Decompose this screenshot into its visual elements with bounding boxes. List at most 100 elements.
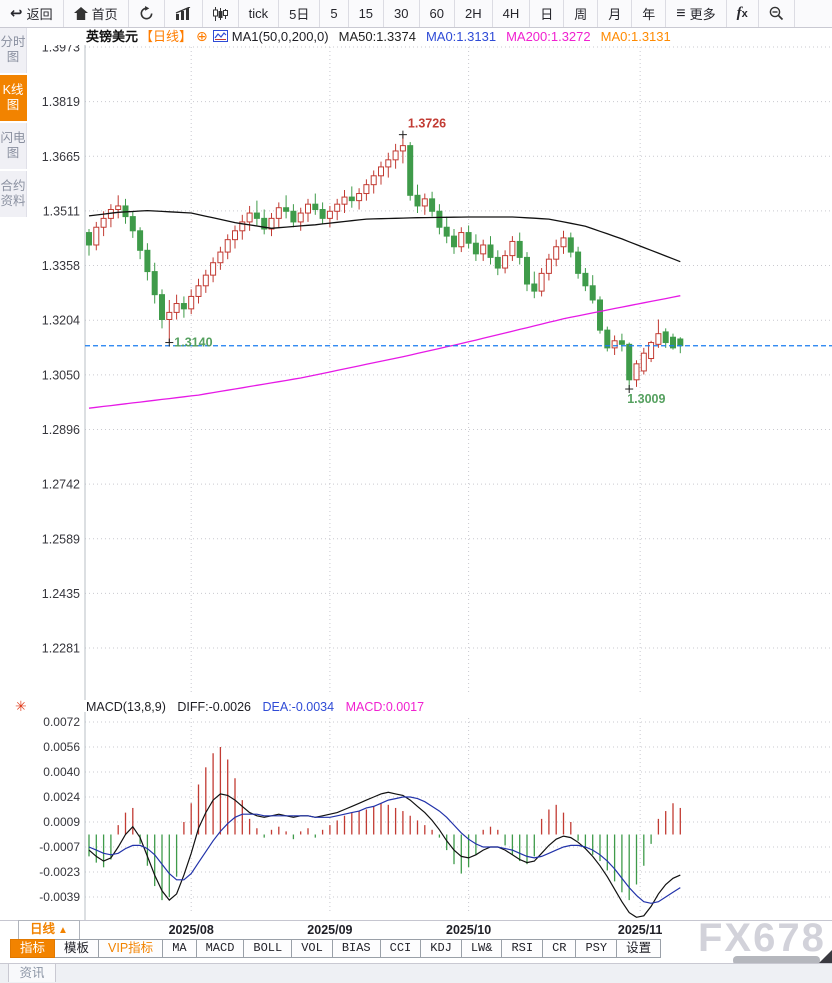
price-axis-label: 1.2281: [42, 642, 80, 656]
price-axis-label: 1.3204: [42, 314, 80, 328]
toolbar-60m-label: 60: [429, 6, 444, 21]
toolbar-5m-button[interactable]: 5: [320, 0, 349, 27]
candle-body: [268, 217, 275, 230]
toolbar-home-button[interactable]: 首页: [64, 0, 129, 27]
candle-body: [195, 285, 202, 297]
ma-value: MA0:1.3131: [600, 29, 671, 44]
candle-body: [217, 251, 224, 264]
candle-body: [429, 198, 436, 212]
toolbar-30m-button[interactable]: 30: [384, 0, 420, 27]
news-tab[interactable]: 资讯: [8, 964, 56, 982]
candle-body: [458, 232, 465, 248]
toolbar-weekly-button[interactable]: 周: [564, 0, 599, 27]
indicator-tabbar: 指标 模板 VIP指标 MA MACD BOLL VOL BIAS CCI KDJ LW& RSI CR…: [10, 939, 662, 958]
indicator-tab-MA[interactable]: MA: [163, 939, 197, 958]
toolbar-4h-button[interactable]: 4H: [493, 0, 531, 27]
candle-body: [655, 333, 662, 345]
toolbar-back-label: 返回: [26, 7, 53, 22]
candle-body: [509, 240, 516, 257]
timeframe-selector[interactable]: 日线 ▲: [18, 920, 80, 940]
toolbar-yearly-button[interactable]: 年: [632, 0, 667, 27]
candle-body: [662, 331, 669, 344]
toolbar-15m-button[interactable]: 15: [349, 0, 385, 27]
candle-body: [115, 205, 122, 211]
toolbar-zoom-out-button[interactable]: [759, 0, 795, 27]
toolbar-monthly-label: 月: [608, 7, 622, 22]
indicator-tab-VIP指标[interactable]: VIP指标: [99, 939, 164, 958]
indicator-tab-VOL[interactable]: VOL: [292, 939, 333, 958]
candle-body: [363, 184, 370, 195]
candle-body: [275, 207, 282, 219]
candle-body: [436, 210, 443, 228]
sidebar-tab-分时图[interactable]: 分时图: [0, 27, 27, 73]
macd-chart[interactable]: 0.0072 0.0056 0.0040 0.0024 0.0009 -0.0007 -0.…: [27, 712, 832, 920]
candle-body: [604, 329, 611, 349]
candle-body: [261, 217, 268, 230]
candle-body: [239, 221, 246, 232]
price-chart[interactable]: 1.3973 1.3819 1.3665 1.3511 1.3358 1.3204 1.30…: [27, 45, 832, 700]
indicator-tab-BIAS[interactable]: BIAS: [332, 939, 381, 958]
toolbar-back-button[interactable]: ↩ 返回: [0, 0, 64, 27]
toolbar-5d-button[interactable]: 5日: [279, 0, 321, 27]
sidebar-tab-合约资料[interactable]: 合约资料: [0, 171, 27, 217]
indicator-tab-LW&[interactable]: LW&: [461, 939, 503, 958]
candle-body: [494, 256, 501, 269]
toolbar-2h-button[interactable]: 2H: [455, 0, 493, 27]
candle-body: [553, 246, 560, 260]
price-axis-label: 1.3050: [42, 368, 80, 382]
candle-body: [531, 283, 538, 292]
indicator-tab-模板[interactable]: 模板: [55, 939, 100, 958]
indicator-tab-设置[interactable]: 设置: [617, 939, 662, 958]
news-tab-label: 资讯: [19, 966, 45, 980]
candle-body: [129, 216, 136, 232]
scroll-right-arrow[interactable]: [818, 950, 832, 964]
candle-body: [545, 258, 552, 274]
period-label: 【日线】: [140, 29, 193, 44]
candle-body: [524, 256, 530, 285]
toolbar-monthly-button[interactable]: 月: [598, 0, 633, 27]
candle-body: [370, 175, 377, 186]
macd-axis-label: 0.0072: [43, 715, 80, 729]
sidebar-tab-K线图[interactable]: K线图: [0, 75, 27, 121]
indicator-tab-RSI[interactable]: RSI: [502, 939, 544, 958]
toolbar-60m-button[interactable]: 60: [420, 0, 455, 27]
candle-body: [334, 203, 341, 212]
macd-axis-label: 0.0056: [43, 740, 80, 754]
indicator-tab-PSY[interactable]: PSY: [576, 939, 618, 958]
candle-body: [319, 209, 326, 219]
toolbar-daily-label: 日: [540, 7, 554, 22]
indicator-settings-icon[interactable]: ✳: [15, 698, 27, 714]
x-axis-label: 2025/08: [168, 923, 214, 937]
ma-settings-label: MA1(50,0,200,0): [231, 29, 329, 44]
toolbar-tick-button[interactable]: tick: [239, 0, 280, 27]
candle-body: [100, 217, 107, 228]
toolbar-chart-type-candle-button[interactable]: [203, 0, 239, 27]
indicator-tab-CCI[interactable]: CCI: [380, 939, 422, 958]
candle-body: [451, 235, 457, 248]
candle-body: [538, 272, 545, 292]
indicator-tab-KDJ[interactable]: KDJ: [421, 939, 462, 958]
indicator-tab-MACD[interactable]: MACD: [196, 939, 245, 958]
price-axis-label: 1.3358: [42, 259, 80, 273]
horizontal-scrollbar[interactable]: [733, 956, 820, 965]
candle-body: [618, 340, 625, 345]
indicator-tab-CR[interactable]: CR: [543, 939, 577, 958]
toolbar-more-button[interactable]: ≡ 更多: [666, 0, 727, 27]
candle-body: [232, 230, 238, 241]
candle-body: [341, 196, 348, 205]
candle-body: [472, 242, 479, 255]
toolbar-fx-button[interactable]: fx: [727, 0, 759, 27]
toolbar-chart-type-line-button[interactable]: [165, 0, 203, 27]
macd-axis-label: 0.0024: [43, 790, 80, 804]
candle-body: [465, 232, 472, 244]
candle-body: [86, 232, 92, 246]
add-indicator-icon[interactable]: ⊕: [196, 28, 208, 44]
macd-macd-value: MACD:0.0017: [345, 700, 425, 714]
indicator-tab-指标[interactable]: 指标: [10, 939, 56, 958]
sidebar-tab-闪电图[interactable]: 闪电图: [0, 123, 27, 169]
indicator-tab-BOLL[interactable]: BOLL: [244, 939, 293, 958]
toolbar-home-label: 首页: [91, 7, 118, 22]
toolbar-refresh-button[interactable]: [129, 0, 165, 27]
toolbar-daily-button[interactable]: 日: [530, 0, 565, 27]
candle-body: [283, 207, 290, 212]
